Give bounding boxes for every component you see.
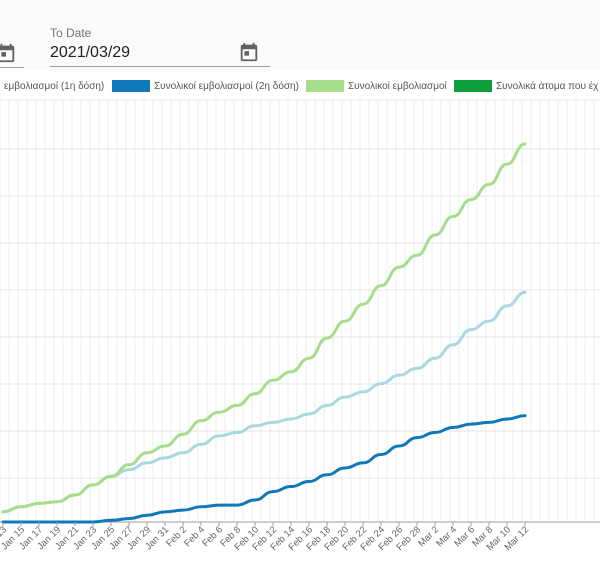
- chart-panel: [0, 70, 600, 576]
- legend-label-total: Συνολικοί εμβολιασμοί: [348, 81, 447, 92]
- to-date-underline: [50, 66, 270, 67]
- legend-label-people: Συνολικά άτομα που έχ: [496, 81, 599, 92]
- to-date-input[interactable]: 2021/03/29: [50, 44, 131, 61]
- legend-label-dose2: Συνολικοί εμβολιασμοί (2η δόση): [154, 81, 299, 92]
- legend-label-dose1: εμβολιασμοί (1η δόση): [4, 81, 105, 92]
- from-date-field[interactable]: [0, 0, 30, 70]
- to-date-field[interactable]: To Date 2021/03/29: [50, 0, 270, 70]
- legend-item-dose1[interactable]: εμβολιασμοί (1η δόση): [0, 80, 110, 94]
- legend-swatch-total: [306, 80, 344, 92]
- from-date-underline: [0, 67, 24, 68]
- legend-swatch-dose2: [112, 80, 150, 92]
- legend-swatch-people: [454, 80, 492, 92]
- legend-item-dose2[interactable]: Συνολικοί εμβολιασμοί (2η δόση): [112, 80, 302, 94]
- legend-item-people[interactable]: Συνολικά άτομα που έχ: [454, 80, 600, 94]
- legend-item-total[interactable]: Συνολικοί εμβολιασμοί: [306, 80, 451, 94]
- from-date-calendar-icon[interactable]: [0, 42, 17, 64]
- to-date-label: To Date: [50, 26, 92, 40]
- to-date-calendar-icon[interactable]: [238, 41, 260, 63]
